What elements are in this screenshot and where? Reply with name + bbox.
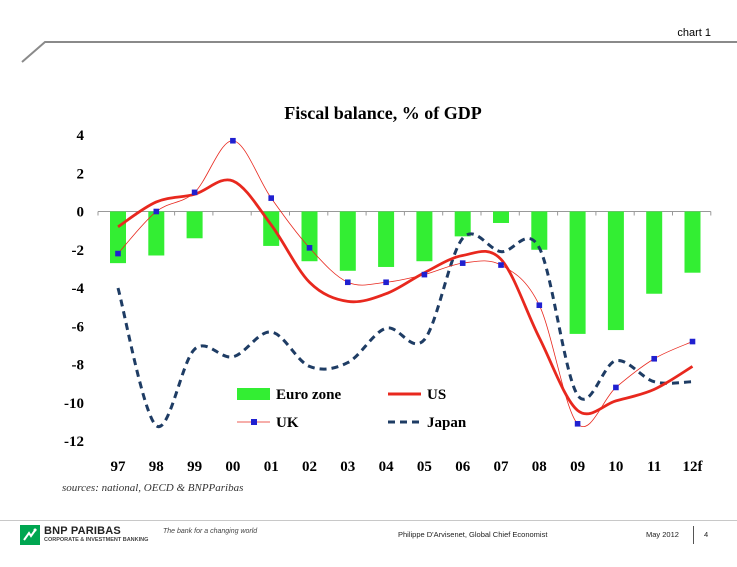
- x-tick-label: 06: [455, 459, 471, 475]
- x-tick-label: 02: [302, 459, 317, 475]
- uk-marker: [536, 302, 543, 309]
- uk-marker: [574, 420, 581, 427]
- footer-date: May 2012: [646, 530, 679, 539]
- uk-marker: [383, 279, 389, 286]
- y-tick-label: -8: [72, 358, 85, 374]
- chart-source: sources: national, OECD & BNPParibas: [62, 482, 243, 494]
- eurozone-bar: [607, 211, 624, 331]
- x-tick-label: 01: [264, 459, 279, 475]
- japan-line: [116, 232, 693, 428]
- eurozone-bar: [569, 211, 586, 334]
- y-tick-label: 0: [77, 205, 85, 221]
- x-tick-label: 09: [570, 459, 585, 475]
- legend-label: US: [427, 387, 446, 403]
- x-tick-label: 08: [532, 459, 547, 475]
- header-divider: [21, 41, 737, 63]
- brand-tagline: The bank for a changing world: [163, 528, 258, 535]
- eurozone-bar: [339, 211, 356, 271]
- uk-marker: [230, 137, 236, 144]
- uk-marker: [459, 260, 466, 266]
- uk-marker: [306, 245, 313, 251]
- footer-divider: [0, 520, 737, 521]
- x-tick-label: 98: [149, 459, 164, 475]
- uk-marker: [651, 355, 657, 362]
- uk-marker: [689, 338, 696, 345]
- x-tick-label: 03: [340, 459, 355, 475]
- y-tick-label: 2: [77, 166, 85, 182]
- page-number: 4: [704, 530, 709, 539]
- eurozone-bar: [378, 211, 395, 267]
- eurozone-bar: [301, 211, 318, 262]
- x-tick-label: 05: [417, 459, 432, 475]
- uk-marker: [191, 189, 198, 196]
- uk-marker: [421, 271, 428, 278]
- eurozone-bar: [186, 211, 203, 239]
- eurozone-bar: [684, 211, 701, 273]
- eurozone-bar: [454, 211, 471, 237]
- uk-line: [117, 140, 693, 427]
- uk-marker: [115, 250, 121, 257]
- bnp-paribas-logo: BNP PARIBAS CORPORATE & INVESTMENT BANKI…: [20, 523, 160, 547]
- uk-marker: [498, 262, 504, 268]
- x-tick-label: 11: [647, 459, 661, 475]
- legend-uk-marker: [251, 419, 257, 425]
- fiscal-balance-chart: Fiscal balance, % of GDP 4 2 0 -2 -4 -6 -8 -10 -…: [62, 103, 712, 494]
- y-tick-label: -6: [72, 319, 85, 335]
- bnp-star-logo-icon: [20, 525, 40, 545]
- footer-author: Philippe D'Arvisenet, Global Chief Econo…: [398, 530, 548, 539]
- uk-marker: [345, 279, 351, 286]
- x-tick-label: 10: [608, 459, 623, 475]
- brand-name: BNP PARIBAS: [44, 525, 121, 537]
- eurozone-bar: [148, 211, 165, 256]
- eurozone-bar: [416, 211, 433, 262]
- x-tick-label: 97: [111, 459, 127, 475]
- footer-separator: [693, 526, 694, 544]
- uk-marker: [268, 195, 274, 201]
- y-tick-label: 4: [77, 128, 85, 144]
- x-tick-label: 99: [187, 459, 202, 475]
- x-tick-label: 12f: [683, 459, 704, 475]
- y-tick-label: -10: [64, 396, 84, 412]
- legend-label: Euro zone: [276, 387, 341, 403]
- eurozone-bar: [493, 211, 509, 223]
- y-tick-label: -12: [64, 434, 84, 450]
- brand-subtitle: CORPORATE & INVESTMENT BANKING: [44, 537, 149, 543]
- x-tick-label: 04: [379, 459, 395, 475]
- legend-eurozone-swatch: [237, 388, 270, 400]
- us-line: [117, 178, 694, 416]
- y-tick-label: -2: [72, 243, 85, 259]
- uk-marker: [613, 384, 619, 391]
- x-tick-label: 00: [225, 459, 240, 475]
- chart-number: chart 1: [677, 27, 711, 39]
- eurozone-bar: [646, 211, 663, 294]
- legend-label: UK: [276, 415, 299, 431]
- y-tick-label: -4: [72, 281, 85, 297]
- legend-label: Japan: [427, 415, 467, 431]
- uk-marker: [153, 208, 160, 215]
- eurozone-bar: [531, 211, 548, 250]
- x-tick-label: 07: [494, 459, 510, 475]
- chart-title: Fiscal balance, % of GDP: [284, 103, 481, 123]
